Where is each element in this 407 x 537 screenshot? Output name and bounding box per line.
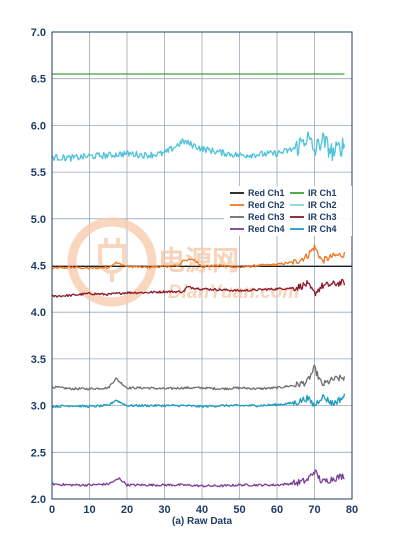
series-layer bbox=[51, 73, 352, 488]
legend-label: IR Ch3 bbox=[308, 212, 337, 222]
y-tick-label: 3.0 bbox=[31, 401, 46, 413]
legend: Red Ch1 IR Ch1 Red Ch2 IR Ch2 Red Ch3 IR Ch3 R… bbox=[224, 186, 352, 236]
y-tick-label: 5.5 bbox=[31, 167, 46, 179]
x-tick-label: 50 bbox=[233, 504, 245, 516]
legend-label: Red Ch2 bbox=[248, 200, 285, 210]
y-tick-label: 4.0 bbox=[31, 307, 46, 319]
y-tick-label: 5.0 bbox=[31, 214, 46, 226]
y-tick-label: 7.0 bbox=[31, 27, 46, 39]
y-tick-label: 6.5 bbox=[31, 74, 46, 86]
watermark-latin: DianYuan.com bbox=[168, 282, 299, 303]
x-tick-label: 0 bbox=[49, 504, 55, 516]
x-tick-label: 10 bbox=[83, 504, 95, 516]
watermark: 电源网 DianYuan.com bbox=[67, 217, 299, 307]
x-tick-label: 70 bbox=[308, 504, 320, 516]
plug-icon bbox=[98, 238, 126, 282]
x-axis-label: (a) Raw Data bbox=[172, 516, 232, 527]
series-line-red-ch3 bbox=[51, 364, 346, 391]
legend-label: IR Ch4 bbox=[308, 224, 337, 234]
watermark-chinese: 电源网 bbox=[158, 246, 239, 276]
plot-frame bbox=[51, 31, 353, 500]
series-line-unnamed-8 bbox=[51, 131, 346, 162]
x-tick-label: 80 bbox=[346, 504, 358, 516]
x-tick-label: 40 bbox=[196, 504, 208, 516]
series-line-red-ch4 bbox=[51, 469, 345, 488]
legend-background bbox=[224, 186, 352, 236]
watermark-ring bbox=[67, 217, 157, 307]
legend-label: Red Ch4 bbox=[248, 224, 285, 234]
series-line-red-ch2 bbox=[51, 244, 346, 270]
legend-label: IR Ch2 bbox=[308, 200, 337, 210]
x-axis: 0 10 20 30 40 50 60 70 80 bbox=[49, 504, 358, 516]
legend-label: IR Ch1 bbox=[308, 188, 337, 198]
y-tick-label: 4.5 bbox=[31, 261, 46, 273]
legend-label: Red Ch3 bbox=[248, 212, 285, 222]
x-tick-label: 30 bbox=[158, 504, 170, 516]
y-tick-label: 2.0 bbox=[31, 494, 46, 506]
y-tick-label: 2.5 bbox=[31, 447, 46, 459]
y-axis: 2.0 2.5 3.0 3.5 4.0 4.5 5.0 5.5 6.0 6.5 7.0 bbox=[31, 27, 46, 506]
series-line-ir-ch4 bbox=[51, 393, 346, 409]
y-tick-label: 3.5 bbox=[31, 354, 46, 366]
legend-label: Red Ch1 bbox=[248, 188, 285, 198]
x-tick-label: 20 bbox=[121, 504, 133, 516]
x-tick-label: 60 bbox=[271, 504, 283, 516]
y-tick-label: 6.0 bbox=[31, 120, 46, 132]
series-line-ir-ch3 bbox=[51, 278, 346, 298]
